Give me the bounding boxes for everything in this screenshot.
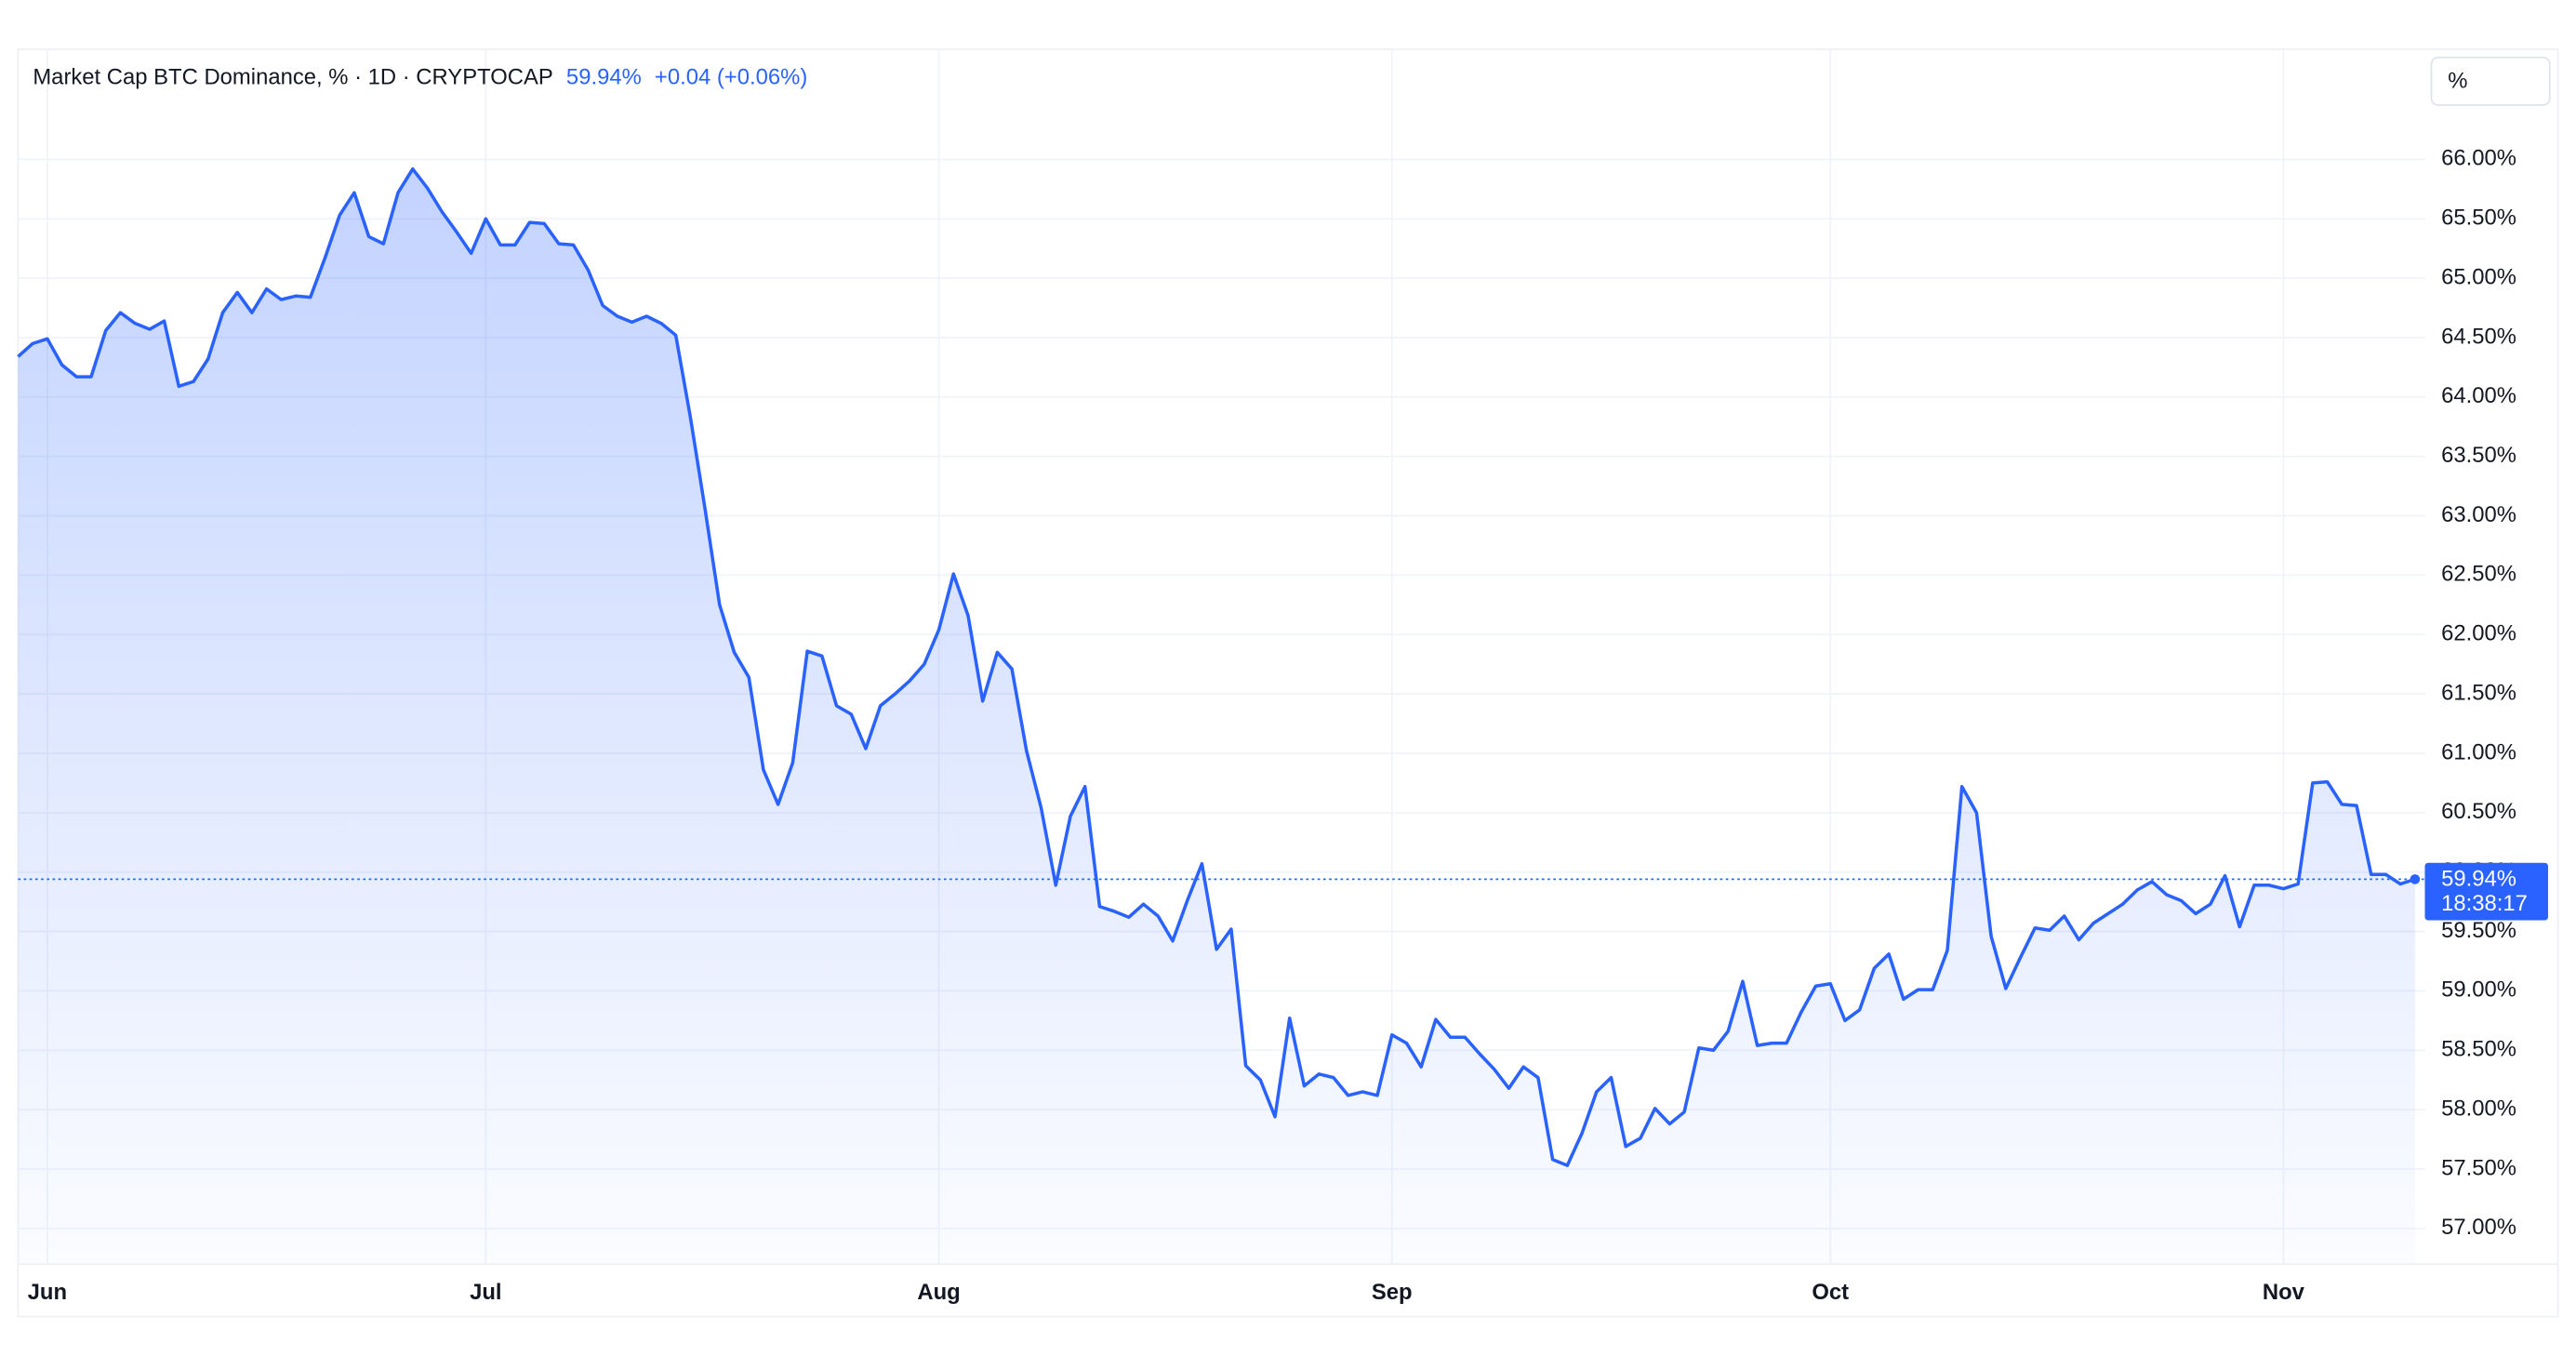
x-tick-label: Jun bbox=[28, 1280, 67, 1305]
y-tick-label: 62.50% bbox=[2441, 562, 2516, 587]
y-tick-label: 58.50% bbox=[2441, 1037, 2516, 1062]
y-tick-label: 66.00% bbox=[2441, 146, 2516, 171]
x-tick-label: Oct bbox=[1812, 1280, 1849, 1305]
y-tick-label: 64.00% bbox=[2441, 383, 2516, 408]
y-tick-label: 62.00% bbox=[2441, 621, 2516, 646]
price-tag bbox=[2424, 862, 2548, 921]
y-tick-label: 60.50% bbox=[2441, 799, 2516, 824]
plot bbox=[17, 166, 2425, 1265]
y-tick-label: 63.00% bbox=[2441, 502, 2516, 527]
y-tick-label: 59.50% bbox=[2441, 918, 2516, 943]
y-tick-label: 63.50% bbox=[2441, 443, 2516, 468]
y-tick-label: 57.00% bbox=[2441, 1215, 2516, 1240]
y-tick-label: 58.00% bbox=[2441, 1096, 2516, 1121]
scale-button[interactable] bbox=[2430, 56, 2551, 106]
last-point bbox=[2410, 874, 2421, 884]
x-tick-label: Nov bbox=[2263, 1280, 2305, 1305]
line bbox=[17, 166, 2416, 1167]
y-tick-label: 61.00% bbox=[2441, 739, 2516, 764]
scale-button-label[interactable]: % bbox=[2448, 69, 2467, 94]
x-tick-label: Jul bbox=[470, 1280, 501, 1305]
y-tick-label: 65.50% bbox=[2441, 206, 2516, 231]
legend-header: Market Cap BTC Dominance, % · 1D · CRYPT… bbox=[33, 65, 807, 90]
area bbox=[18, 168, 2415, 1265]
x-tick-label: Aug bbox=[917, 1280, 960, 1305]
chart-title: Market Cap BTC Dominance, % · 1D · CRYPT… bbox=[33, 65, 552, 90]
last-value: 59.94% bbox=[566, 65, 642, 90]
price-tag-value: 59.94% bbox=[2441, 867, 2516, 892]
change: +0.04 (+0.06%) bbox=[655, 65, 807, 90]
y-tick-label: 64.50% bbox=[2441, 324, 2516, 349]
y-tick-label: 61.50% bbox=[2441, 680, 2516, 705]
x-tick-label: Sep bbox=[1372, 1280, 1413, 1305]
y-tick-label: 65.00% bbox=[2441, 264, 2516, 289]
price-tag-countdown: 18:38:17 bbox=[2441, 891, 2528, 916]
y-tick-label: 57.50% bbox=[2441, 1155, 2516, 1180]
y-tick-label: 59.00% bbox=[2441, 977, 2516, 1003]
